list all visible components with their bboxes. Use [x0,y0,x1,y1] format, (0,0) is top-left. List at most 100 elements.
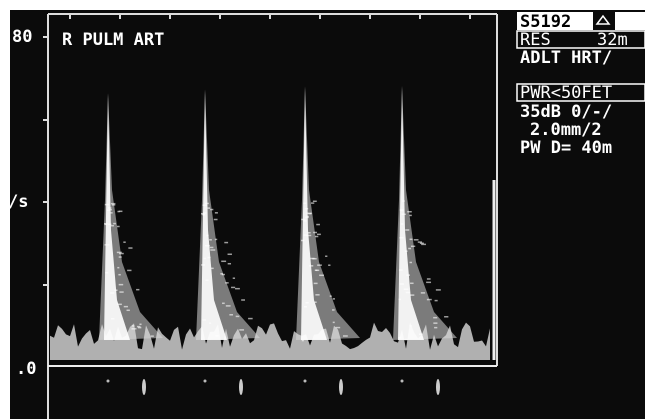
speckle [123,305,128,308]
speckle [421,243,426,246]
speckle [404,338,408,341]
ecg-dot [106,379,110,383]
speckle [116,225,120,228]
speckle [111,204,116,206]
speckle [202,204,207,206]
speckle [104,203,110,206]
speckle [235,287,240,290]
speckle [110,318,115,320]
depth: PW D= 40m [520,138,612,158]
speckle [220,273,223,275]
speckle [409,325,412,327]
noise-band [50,322,490,360]
speckle [227,262,232,265]
speckle [314,235,319,238]
speckle [332,298,335,300]
speckle [328,264,331,266]
speckle [202,319,206,321]
speckle [398,337,401,339]
flow-core [104,93,130,340]
speckle [225,305,231,307]
speckle [433,316,438,319]
speckle [136,325,141,328]
speckle [313,282,318,285]
speckle [109,208,112,211]
speckle [132,325,135,327]
ecg-dot [400,379,404,383]
speckle [306,215,309,218]
speckle [209,239,212,241]
speckle [405,291,411,294]
speckle [410,282,414,285]
speckle [319,274,324,277]
speckle [214,212,218,214]
ecg-marker [142,379,146,395]
speckle [316,223,320,226]
speckle [137,326,142,329]
speckle [401,200,405,202]
speckle [225,282,229,284]
speckle [400,223,404,225]
probe-highlight [517,12,593,30]
ecg-marker [436,379,440,395]
axis-top-label: 80 [12,27,32,47]
speckle [229,314,234,316]
speckle [405,229,410,231]
vessel-label: R PULM ART [62,30,164,50]
speckle [118,256,122,258]
axis-unit-label: /s [8,192,28,212]
sample-volume: 2.0mm/2 [530,120,602,140]
speckle [131,328,137,330]
speckle [231,286,236,289]
speckle [235,315,240,318]
power-box [516,83,645,102]
speckle [119,252,124,255]
speckle [210,249,216,251]
speckle [433,322,438,324]
speckle [241,299,246,301]
speckle [221,273,225,276]
speckle [309,212,312,215]
speckle [305,216,309,219]
speckle [118,283,124,286]
speckle [308,265,314,267]
speckle [409,294,415,296]
speckle [407,210,412,213]
probe-highlight-end [615,12,645,30]
speckle [123,241,126,243]
speckle [210,267,214,270]
speckle [207,256,211,259]
speckle [332,309,335,311]
speckle [404,250,408,252]
speckle [398,298,401,301]
speckle [315,269,320,272]
speckle [335,326,341,329]
speckle [409,214,412,217]
speckle [150,335,154,337]
speckle [201,213,205,215]
speckle [205,279,209,281]
speckle [224,241,229,244]
speckle [301,239,305,242]
speckle [342,335,348,337]
speckle [426,298,432,301]
speckle [204,202,209,205]
speckle [227,253,232,256]
flow-envelope [296,86,360,340]
ecg-marker [239,379,243,395]
speckle [239,329,245,331]
speckle [110,212,113,214]
ecg-dot [303,379,307,383]
speckle [118,273,121,276]
speckle [105,272,109,274]
preset: ADLT HRT/ [520,48,612,68]
speckle [307,232,311,234]
speckle [117,210,120,213]
speckle [413,239,419,241]
speckle [301,218,306,221]
speckle [314,301,317,303]
speckle [313,231,318,234]
speckle [209,322,212,324]
gain: 35dB 0/-/ [520,102,612,122]
